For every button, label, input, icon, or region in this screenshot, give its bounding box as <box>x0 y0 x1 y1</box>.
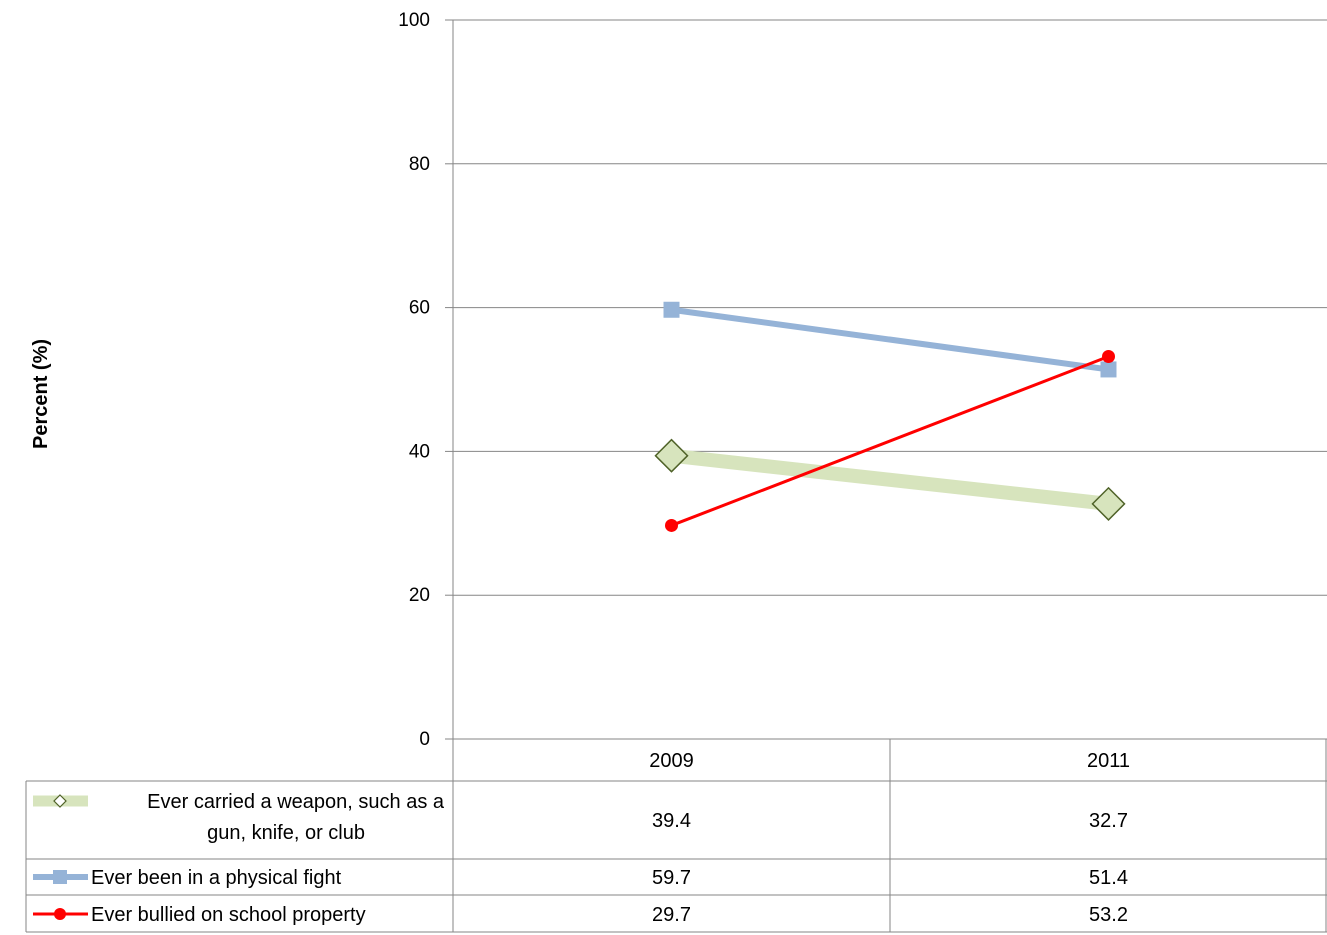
data-value-label: 51.4 <box>1089 867 1128 889</box>
legend-label: Ever been in a physical fight <box>91 867 342 889</box>
data-point-square <box>1100 361 1117 378</box>
legend-key-marker-0 <box>53 794 67 808</box>
data-value-label: 53.2 <box>1089 904 1128 926</box>
data-value-label: 32.7 <box>1089 810 1128 832</box>
series-line-0 <box>670 448 1110 511</box>
data-value-label: 29.7 <box>652 904 691 926</box>
data-point-square <box>663 301 680 318</box>
data-point-circle <box>665 518 678 532</box>
legend-key-marker-2 <box>54 908 66 920</box>
y-axis: 0 20 40 60 80 100 <box>398 10 454 750</box>
y-tick-label: 80 <box>409 154 430 175</box>
data-value-label: 39.4 <box>652 810 691 832</box>
legend-key-marker-1 <box>53 870 67 884</box>
data-table: 2009 2011 Ever carried a weapon, such as a… <box>25 739 1327 933</box>
legend-label: gun, knife, or club <box>207 822 365 844</box>
y-tick-label: 100 <box>398 10 430 31</box>
y-tick-label: 20 <box>409 585 430 606</box>
y-axis-label: Percent (%) <box>30 339 52 449</box>
series-line-2 <box>670 355 1110 527</box>
y-tick-label: 40 <box>409 441 430 462</box>
series-line-1 <box>671 306 1109 373</box>
data-point-circle <box>1102 349 1115 363</box>
legend-label: Ever bullied on school property <box>91 904 366 926</box>
legend-label: Ever carried a weapon, such as a <box>147 791 445 813</box>
x-tick-label: 2011 <box>1087 750 1130 772</box>
x-tick-label: 2009 <box>649 750 694 772</box>
plot-area <box>654 301 1126 532</box>
y-tick-label: 60 <box>409 298 430 319</box>
data-point-diamond <box>654 438 689 473</box>
data-value-label: 59.7 <box>652 867 691 889</box>
gridlines <box>453 19 1327 740</box>
data-point-diamond <box>1091 486 1126 521</box>
y-tick-label: 0 <box>419 729 430 750</box>
